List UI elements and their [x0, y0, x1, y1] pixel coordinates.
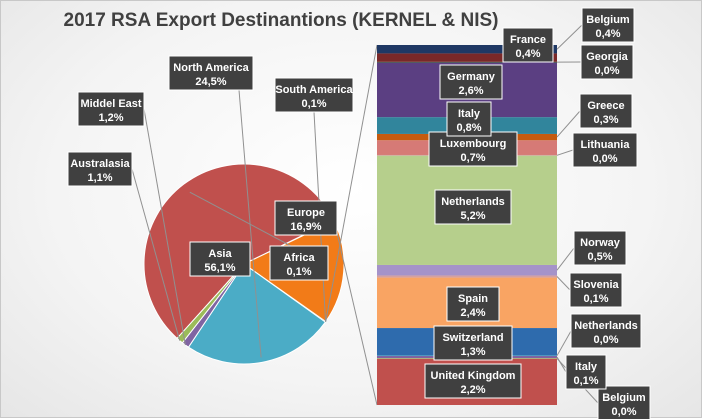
pie-europe-label-value: 16,9%: [290, 221, 321, 233]
pie-north-america-label-value: 24,5%: [195, 76, 226, 88]
bar-lithuania-9-label-value: 0,0%: [592, 153, 617, 165]
bar-georgia-14-label-name: Georgia: [586, 51, 628, 63]
bar-greece-11-label: Greece 0,3%: [580, 94, 632, 128]
pie-north-america-label-name: North America: [173, 62, 249, 74]
pie-africa-label-value: 0,1%: [286, 266, 311, 278]
bar-belgium-16-label-name: Belgium: [586, 14, 630, 26]
pie-europe-label: Europe 16,9%: [275, 201, 337, 235]
bar-georgia-14-label: Georgia 0,0%: [581, 45, 633, 79]
bar-luxembourg-10-label-name: Luxembourg: [440, 138, 507, 150]
bar-norway-7-label-name: Norway: [580, 237, 621, 249]
bar-belgium-1-label-name: Belgium: [602, 392, 646, 404]
bar-netherlands-8-label: Netherlands 5,2%: [435, 190, 511, 224]
bar-united-kingdom-0-label: United Kingdom 2,2%: [425, 364, 521, 398]
bar-italy-2-label-name: Italy: [575, 361, 598, 373]
bar-italy-2-label-value: 0,1%: [573, 375, 598, 387]
pie-europe-label-name: Europe: [287, 207, 325, 219]
bar-netherlands-3-label-name: Netherlands: [574, 320, 638, 332]
bar-spain-5-label: Spain 2,4%: [447, 287, 499, 321]
bar-belgium-1-label: Belgium 0,0%: [598, 386, 650, 419]
bar-germany-13-label-value: 2,6%: [458, 85, 483, 97]
pie-africa-label: Africa 0,1%: [270, 246, 328, 280]
bar-slovenia-6-label-value: 0,1%: [583, 293, 608, 305]
bar-italy-12-label-name: Italy: [458, 108, 481, 120]
bar-france-15-label-value: 0,4%: [515, 48, 540, 60]
bar-netherlands-3-label-value: 0,0%: [593, 334, 618, 346]
bar-georgia-14-label-value: 0,0%: [594, 65, 619, 77]
bar-switzerland-4-label-value: 1,3%: [460, 346, 485, 358]
pie-asia-label-value: 56,1%: [204, 262, 235, 274]
bar-united-kingdom-0-label-name: United Kingdom: [431, 370, 516, 382]
bar-leader-italy-2: [557, 357, 566, 372]
bar-leader-netherlands-3: [557, 331, 571, 356]
pie-south-america-label-name: South America: [275, 84, 353, 96]
bar-segment-norway-7: [377, 265, 557, 276]
bar-france-15-label: France 0,4%: [503, 28, 553, 62]
bar-slovenia-6-label: Slovenia 0,1%: [570, 273, 622, 307]
bar-slovenia-6-label-name: Slovenia: [573, 279, 619, 291]
pie-australasia-label-value: 1,1%: [87, 172, 112, 184]
bar-italy-2-label: Italy 0,1%: [566, 355, 606, 389]
pie-south-america-label: South America 0,1%: [275, 78, 353, 112]
bar-lithuania-9-label: Lithuania 0,0%: [573, 133, 637, 167]
bar-switzerland-4-label-name: Switzerland: [442, 332, 503, 344]
bar-netherlands-8-label-value: 5,2%: [460, 210, 485, 222]
bar-greece-11-label-value: 0,3%: [593, 114, 618, 126]
bar-italy-12-label-value: 0,8%: [456, 122, 481, 134]
bar-france-15-label-name: France: [510, 34, 546, 46]
pie-middel-east-label-name: Middel East: [80, 98, 141, 110]
bar-greece-11-label-name: Greece: [587, 100, 624, 112]
bar-belgium-16-label-value: 0,4%: [595, 28, 620, 40]
bar-belgium-1-label-value: 0,0%: [611, 406, 636, 418]
bar-norway-7-label: Norway 0,5%: [574, 231, 626, 265]
bar-netherlands-8-label-name: Netherlands: [441, 196, 505, 208]
bar-luxembourg-10-label: Luxembourg 0,7%: [429, 132, 517, 166]
connector-europe-bottom: [334, 221, 377, 405]
bar-switzerland-4-label: Switzerland 1,3%: [434, 326, 512, 360]
bar-spain-5-label-value: 2,4%: [460, 307, 485, 319]
bar-norway-7-label-value: 0,5%: [587, 251, 612, 263]
pie-asia-label: Asia 56,1%: [190, 242, 250, 276]
bar-italy-12-label: Italy 0,8%: [447, 102, 491, 136]
pie-africa-label-name: Africa: [283, 252, 315, 264]
pie-north-america-label: North America 24,5%: [169, 56, 253, 90]
bar-luxembourg-10-label-value: 0,7%: [460, 152, 485, 164]
bar-germany-13-label-name: Germany: [447, 71, 496, 83]
bar-leader-norway-7: [557, 248, 574, 270]
pie-middel-east-label: Middel East 1,2%: [78, 92, 144, 126]
bar-germany-13-label: Germany 2,6%: [440, 65, 502, 99]
bar-united-kingdom-0-label-value: 2,2%: [460, 384, 485, 396]
bar-segment-slovenia-6: [377, 275, 557, 277]
pie-australasia-label-name: Australasia: [70, 158, 130, 170]
pie-asia-label-name: Asia: [208, 248, 232, 260]
pie-south-america-label-value: 0,1%: [301, 98, 326, 110]
bar-spain-5-label-name: Spain: [458, 293, 488, 305]
bar-netherlands-3-label: Netherlands 0,0%: [571, 314, 641, 348]
pie-australasia-label: Australasia 1,1%: [68, 152, 132, 186]
pie-middel-east-label-value: 1,2%: [98, 112, 123, 124]
bar-leader-lithuania-9: [557, 150, 573, 155]
bar-belgium-16-label: Belgium 0,4%: [582, 8, 634, 42]
bar-leader-slovenia-6: [557, 277, 570, 290]
bar-leader-belgium-16: [557, 25, 582, 49]
bar-lithuania-9-label-name: Lithuania: [581, 139, 631, 151]
